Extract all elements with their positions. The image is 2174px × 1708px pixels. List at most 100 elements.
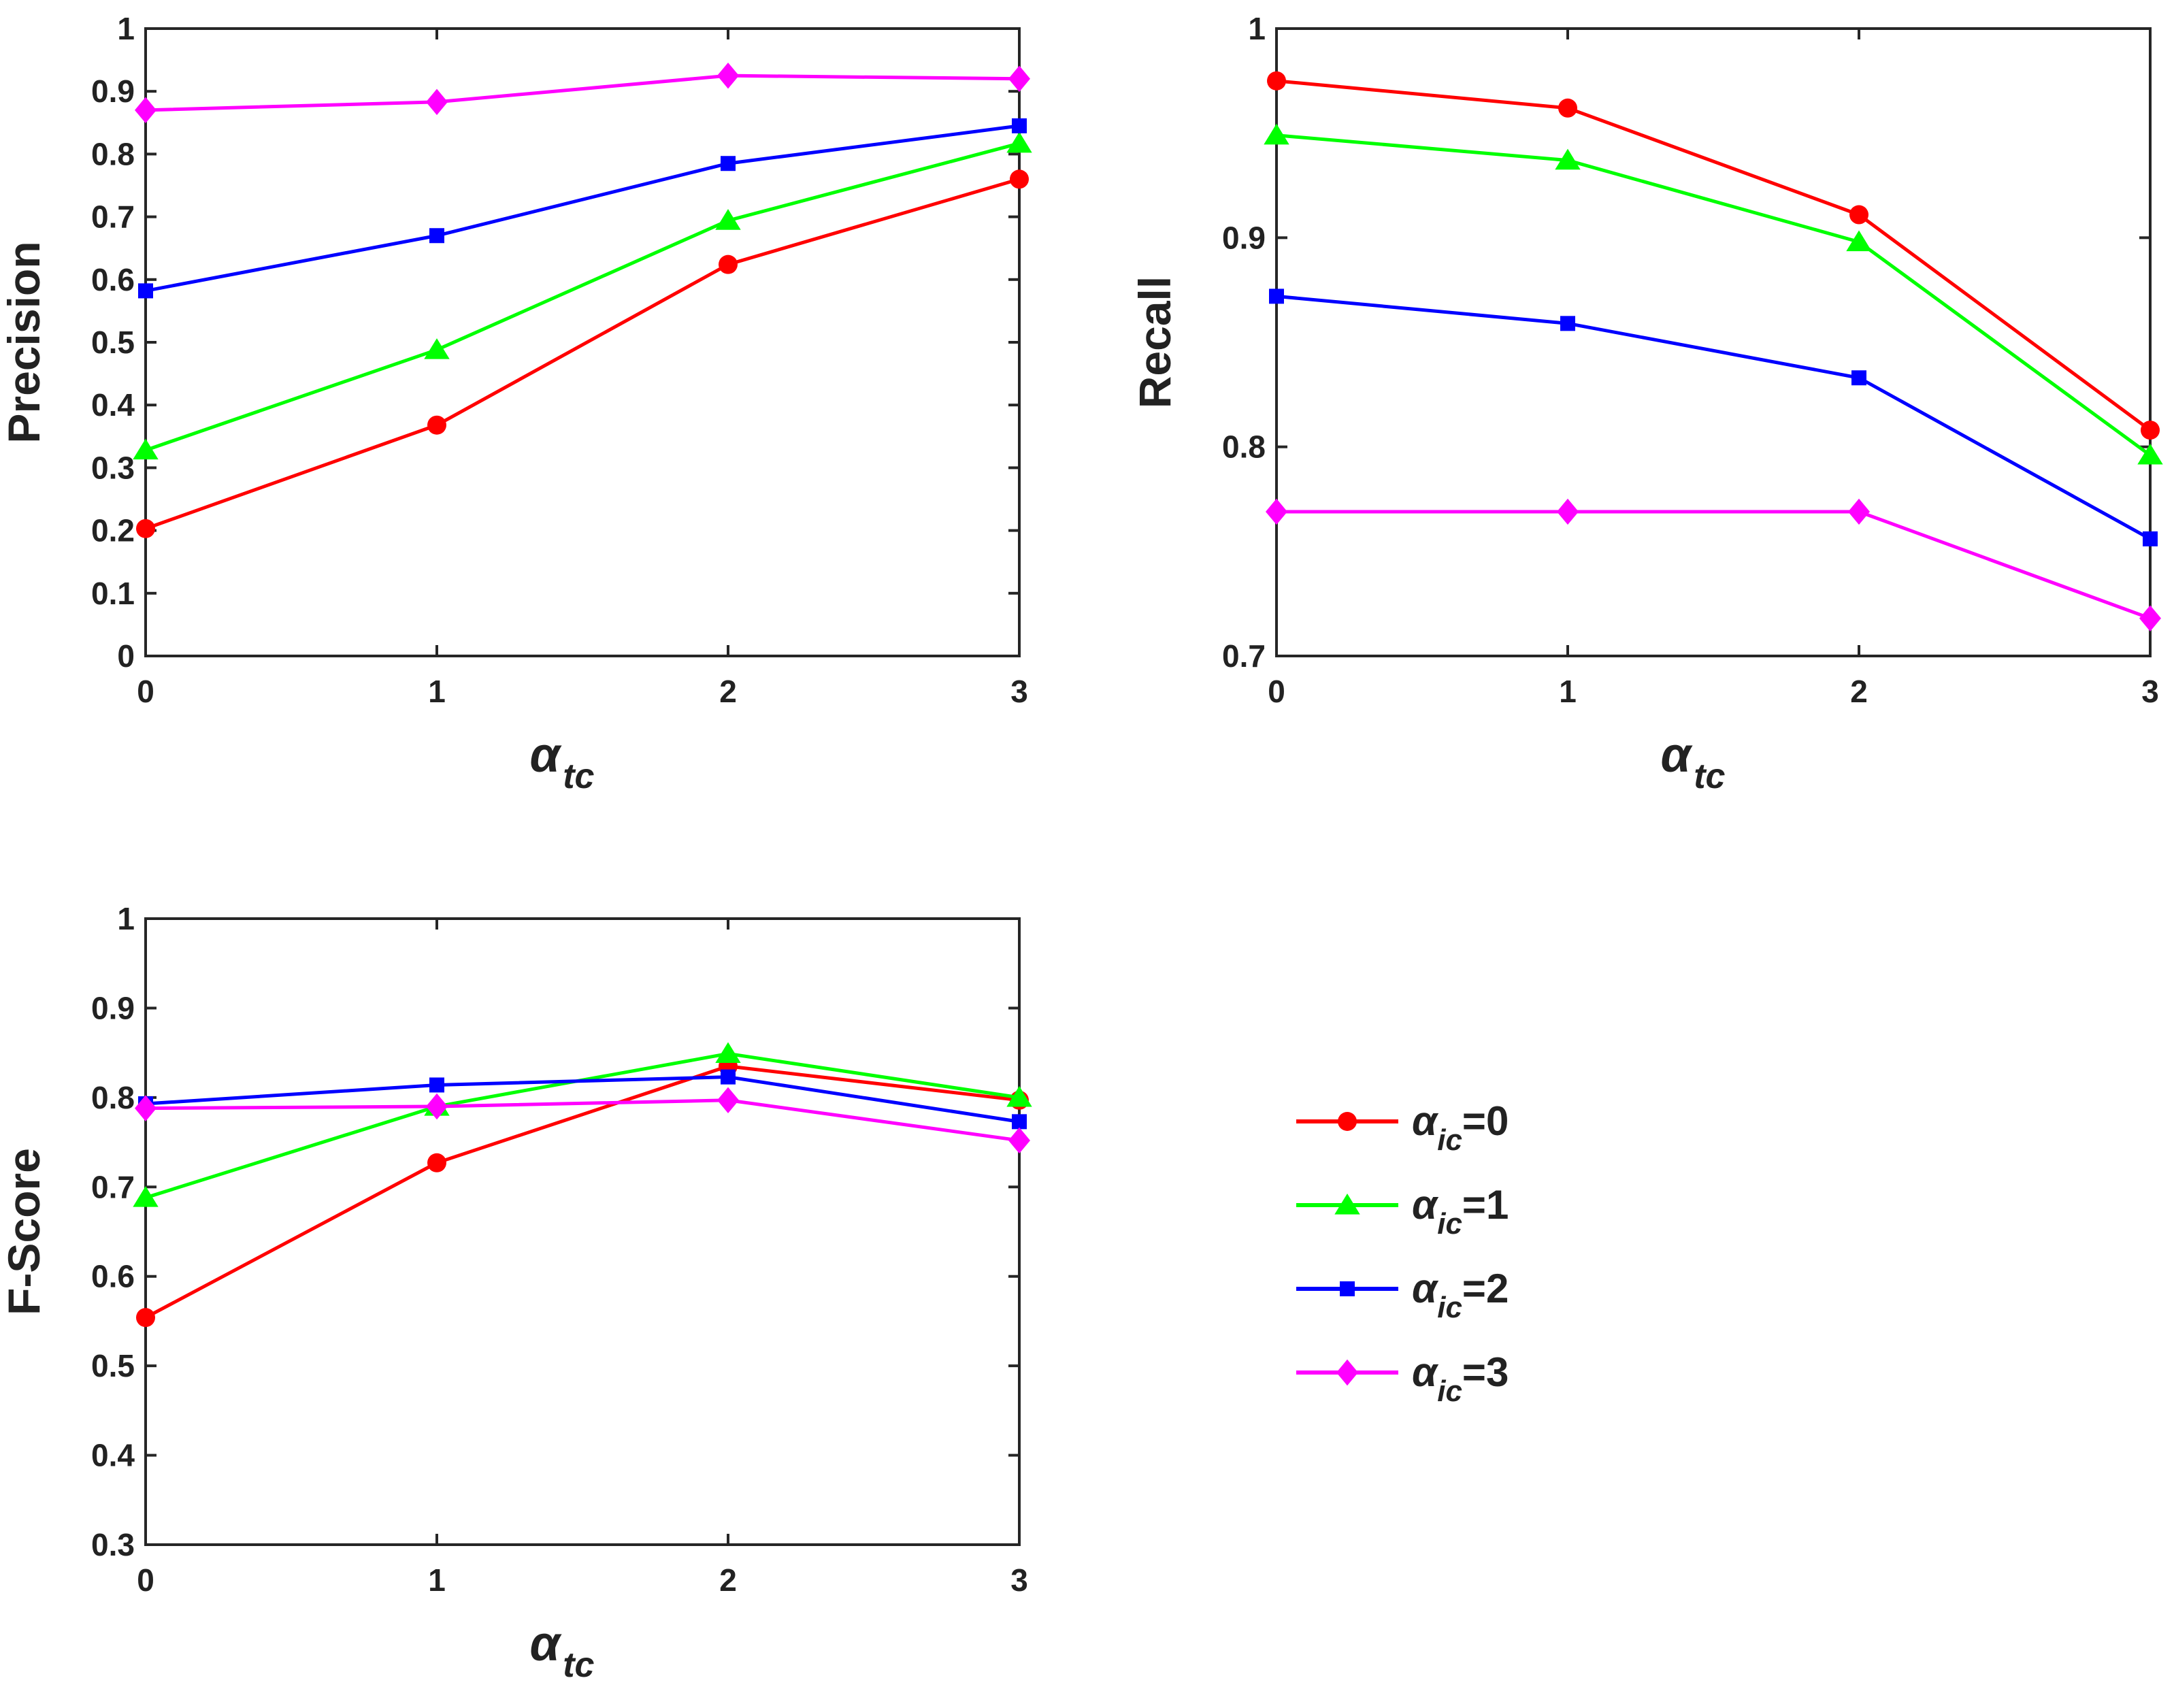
fscore-xtick-label: 1 [428, 1562, 446, 1598]
recall-data-point-0-3 [2141, 421, 2160, 440]
fscore-xlabel-main: α [530, 1617, 563, 1671]
fscore-xtick-label: 2 [719, 1562, 737, 1598]
precision-ytick-label: 0.6 [91, 262, 135, 297]
recall-xtick-label: 3 [2141, 674, 2159, 709]
recall-ytick-label: 0.7 [1222, 638, 1266, 674]
fscore-series-line-3 [145, 1098, 1020, 1143]
recall-data-point-1-1 [1555, 148, 1581, 170]
fscore-data-point-1-0 [133, 1186, 159, 1207]
precision-data-point-1-0 [133, 438, 159, 460]
fscore-xlabel-sub: tc [563, 1645, 594, 1685]
recall-data-point-0-2 [1849, 205, 1868, 225]
recall-xlabel-sub: tc [1694, 757, 1725, 796]
precision-data-point-0-3 [1010, 169, 1029, 189]
precision-data-point-0-1 [427, 415, 446, 435]
precision-data-point-1-3 [1006, 131, 1032, 153]
precision-data-point-3-2 [717, 62, 739, 89]
precision-ytick-label: 0.8 [91, 136, 135, 171]
fscore-xtick-label: 0 [137, 1562, 154, 1598]
precision-series-line-2 [145, 124, 1020, 293]
legend-marker-3 [1336, 1359, 1358, 1386]
precision-data-point-1-1 [424, 338, 450, 359]
recall-ytick-label: 0.8 [1222, 429, 1266, 465]
legend-label-sub-0: ic [1437, 1123, 1462, 1157]
recall-ylabel: Recall [1130, 276, 1180, 408]
recall-data-point-3-3 [2139, 605, 2161, 631]
fscore-xtick-label: 3 [1010, 1562, 1028, 1598]
legend-label-main-0: α [1412, 1098, 1439, 1144]
precision-ytick-label: 0.7 [91, 199, 135, 235]
fscore-data-point-0-0 [136, 1308, 155, 1328]
recall-xtick-label: 1 [1559, 674, 1577, 709]
recall-data-point-3-2 [1848, 498, 1870, 525]
legend-label-main-1: α [1412, 1182, 1439, 1228]
fscore-ytick-label: 0.9 [91, 990, 135, 1025]
recall-data-point-0-1 [1558, 98, 1577, 118]
fscore-plot: 0.3 0.4 0.5 0.6 0.7 0.8 0.9 1 0 1 2 3 F-Score αtc [0, 901, 1032, 1685]
recall-axes-frame [1275, 27, 2152, 657]
precision-ytick-label: 0.4 [91, 387, 135, 423]
fscore-series-line-2 [145, 1075, 1020, 1123]
recall-series-line-3 [1277, 510, 2151, 621]
recall-ytick-label: 1 [1248, 11, 1266, 46]
recall-data-point-2-3 [2143, 531, 2158, 546]
legend-label-suffix-2: =2 [1462, 1266, 1509, 1311]
recall-data-point-2-1 [1560, 316, 1575, 331]
fscore-ytick-label: 0.8 [91, 1080, 135, 1115]
legend-label-suffix-1: =1 [1462, 1182, 1509, 1228]
legend-label-suffix-3: =3 [1462, 1349, 1509, 1395]
fscore-ytick-label: 0.3 [91, 1527, 135, 1562]
recall-xlabel: αtc [1661, 728, 1726, 796]
fscore-data-point-3-2 [717, 1087, 739, 1113]
fscore-data-point-2-2 [721, 1069, 736, 1085]
fscore-ytick-label: 0.6 [91, 1259, 135, 1294]
precision-xtick-label: 3 [1010, 674, 1028, 709]
recall-data-point-2-0 [1269, 289, 1284, 304]
precision-xtick-label: 1 [428, 674, 446, 709]
recall-data-point-2-2 [1851, 370, 1866, 386]
fscore-ytick-label: 1 [117, 901, 135, 936]
fscore-xlabel: αtc [530, 1617, 595, 1685]
precision-series-line-3 [145, 73, 1020, 112]
legend-label-sub-2: ic [1437, 1291, 1462, 1324]
recall-data-point-1-3 [2137, 443, 2163, 465]
legend-label-3: αic=3 [1412, 1349, 1509, 1408]
fscore-series-line-1 [145, 1051, 1020, 1200]
fscore-data-point-3-1 [426, 1093, 448, 1120]
fscore-axes-frame [144, 917, 1021, 1546]
fscore-ytick-label: 0.7 [91, 1169, 135, 1204]
recall-data-point-3-1 [1557, 498, 1579, 525]
precision-ylabel: Precision [0, 241, 49, 443]
fscore-data-point-0-1 [427, 1153, 446, 1172]
fscore-data-point-3-0 [135, 1095, 157, 1121]
legend-label-suffix-0: =0 [1462, 1098, 1509, 1144]
fscore-data-point-3-3 [1008, 1127, 1030, 1154]
recall-data-point-0-0 [1267, 71, 1286, 91]
recall-series-line-0 [1276, 79, 2152, 432]
fscore-data-point-2-3 [1012, 1114, 1027, 1130]
legend-label-sub-1: ic [1437, 1207, 1462, 1241]
legend-label-0: αic=0 [1412, 1098, 1509, 1157]
precision-axes-frame [144, 27, 1021, 657]
precision-data-point-2-1 [429, 228, 444, 244]
precision-xlabel-sub: tc [563, 757, 594, 796]
precision-data-point-3-3 [1008, 65, 1030, 92]
recall-xtick-label: 2 [1850, 674, 1868, 709]
precision-xlabel-main: α [530, 728, 563, 783]
legend-marker-0 [1338, 1112, 1357, 1131]
fscore-data-point-1-2 [715, 1042, 741, 1064]
fscore-data-point-2-1 [429, 1077, 444, 1093]
recall-series-line-1 [1276, 133, 2152, 457]
legend-marker-2 [1340, 1281, 1355, 1296]
precision-data-point-2-3 [1012, 118, 1027, 133]
recall-data-point-1-0 [1264, 123, 1289, 145]
legend-label-1: αic=1 [1412, 1182, 1509, 1241]
precision-data-point-0-2 [719, 254, 738, 274]
precision-ytick-label: 0.1 [91, 576, 135, 611]
precision-ytick-label: 0.9 [91, 73, 135, 109]
precision-data-point-3-1 [426, 88, 448, 116]
precision-series-line-1 [145, 142, 1020, 452]
legend-label-sub-3: ic [1437, 1375, 1462, 1408]
fscore-series-line-0 [144, 1064, 1020, 1319]
